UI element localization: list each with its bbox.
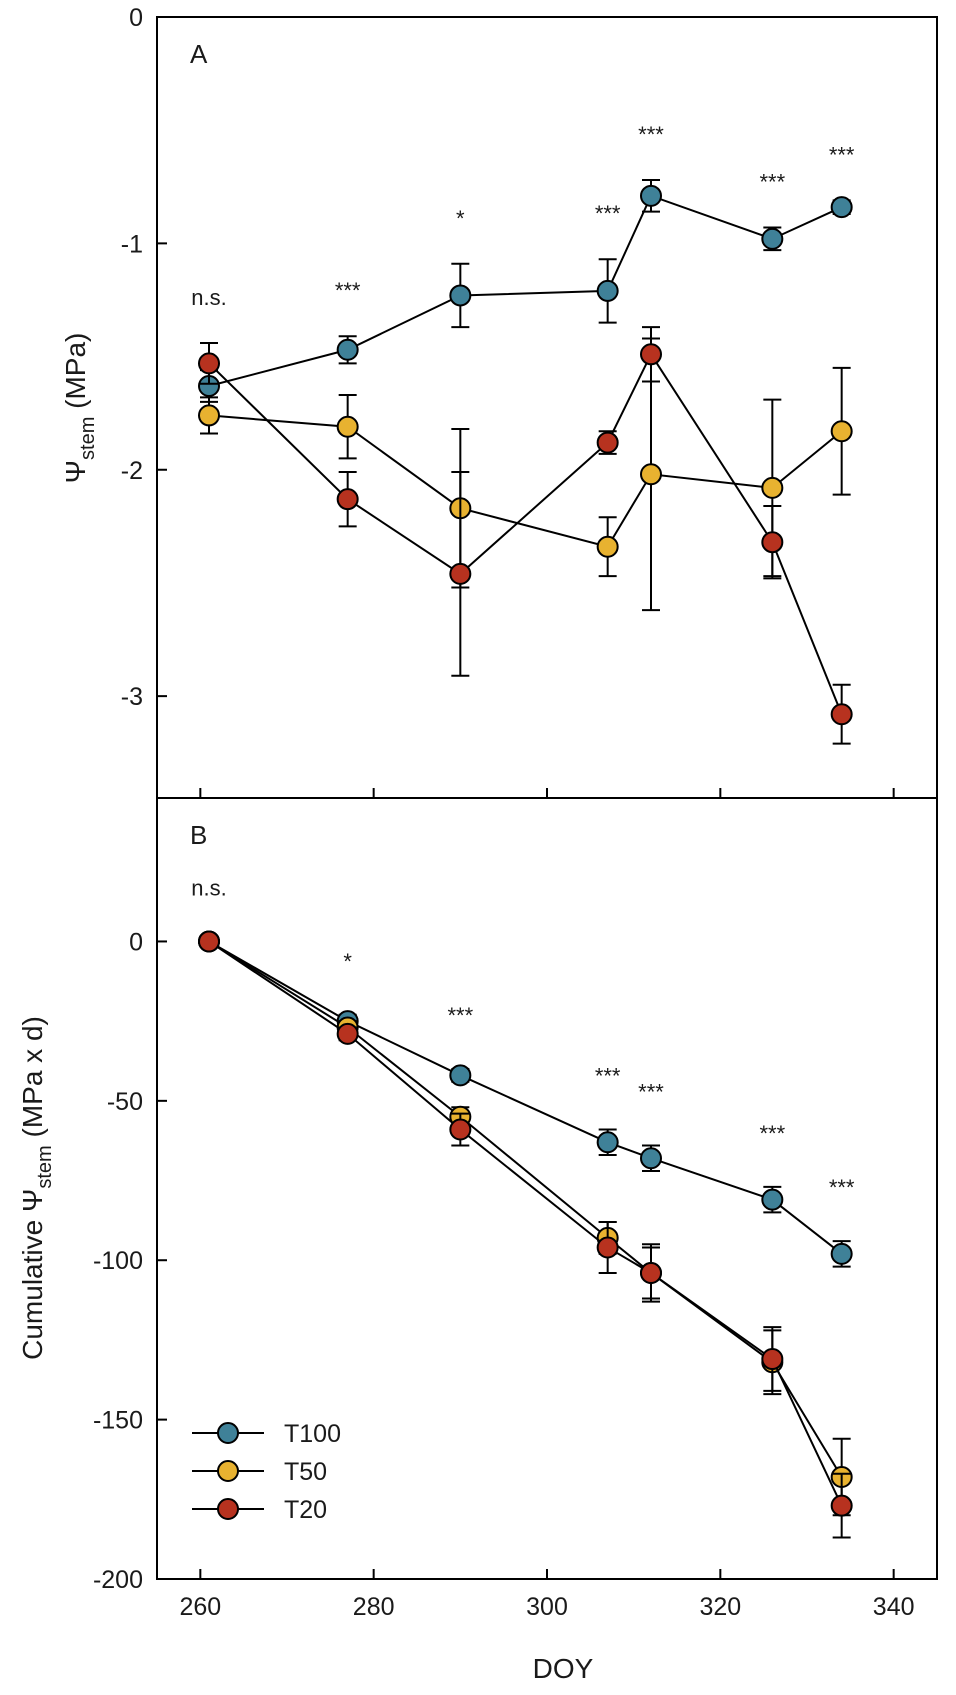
panel-b-label: B bbox=[190, 820, 207, 850]
series-T100 bbox=[198, 178, 853, 403]
data-point-T20 bbox=[336, 488, 359, 511]
significance-label: n.s. bbox=[191, 875, 226, 900]
x-tick-label: 340 bbox=[873, 1593, 915, 1621]
data-point-T100 bbox=[336, 338, 359, 361]
x-tick-label: 260 bbox=[179, 1593, 221, 1621]
y-tick-label: 0 bbox=[129, 4, 143, 32]
panel-b-plot-area bbox=[198, 930, 853, 1539]
data-point-T100 bbox=[830, 1242, 853, 1265]
data-point-T20 bbox=[336, 1022, 359, 1045]
data-point-T100 bbox=[761, 227, 784, 250]
legend-marker bbox=[217, 1422, 239, 1444]
y-tick-label: -50 bbox=[107, 1088, 143, 1116]
y-tick-label: 0 bbox=[129, 928, 143, 956]
data-point-T20 bbox=[830, 703, 853, 726]
y-tick-label: -1 bbox=[121, 230, 143, 258]
panel-b-ylabel: Cumulative Ψstem (MPa x d) bbox=[17, 1016, 56, 1360]
series-line-T50 bbox=[208, 414, 843, 548]
panel-a-plot-area bbox=[198, 178, 853, 745]
legend-item-T100: T100 bbox=[192, 1420, 341, 1448]
data-point-T20 bbox=[640, 343, 662, 366]
significance-label: *** bbox=[829, 1175, 855, 1200]
legend-item-T20: T20 bbox=[192, 1496, 327, 1524]
panel-b-xlabel: DOY bbox=[533, 1653, 594, 1684]
y-tick-label: -200 bbox=[93, 1566, 143, 1594]
data-point-T50 bbox=[198, 404, 220, 427]
significance-label: *** bbox=[595, 201, 621, 226]
significance-label: * bbox=[343, 949, 352, 974]
data-point-T50 bbox=[640, 463, 662, 486]
legend-label: T20 bbox=[284, 1496, 327, 1524]
data-point-T100 bbox=[596, 1131, 619, 1154]
panel-a-label: A bbox=[190, 39, 208, 69]
panel-b-significance: n.s.**************** bbox=[191, 875, 855, 1200]
data-point-T100 bbox=[449, 1064, 472, 1087]
data-point-T100 bbox=[640, 1147, 662, 1170]
data-point-T20 bbox=[830, 1494, 853, 1517]
significance-label: * bbox=[456, 206, 465, 231]
data-point-T20 bbox=[640, 1261, 662, 1284]
data-point-T50 bbox=[830, 420, 853, 443]
legend-label: T50 bbox=[284, 1458, 327, 1486]
data-point-T50 bbox=[336, 415, 359, 438]
data-point-T50 bbox=[596, 535, 619, 558]
significance-label: *** bbox=[759, 170, 785, 195]
legend-label: T100 bbox=[284, 1420, 341, 1448]
panel-a-significance: n.s. **** ************ bbox=[191, 122, 855, 310]
legend: T100 T50 T20 bbox=[192, 1420, 341, 1524]
series-line-T50 bbox=[208, 940, 843, 1478]
panel-a-x-axis bbox=[199, 788, 895, 798]
series-line-T20 bbox=[208, 352, 843, 715]
series-T50 bbox=[198, 337, 853, 612]
legend-marker bbox=[217, 1460, 239, 1482]
series-line-T100 bbox=[208, 940, 843, 1255]
data-point-T20 bbox=[449, 1118, 472, 1141]
panel-a: A Ψstem (MPa) 0-1-2-3 n.s. **** **********… bbox=[60, 4, 938, 799]
y-tick-label: -2 bbox=[121, 457, 143, 485]
significance-label: *** bbox=[335, 278, 361, 303]
data-point-T100 bbox=[830, 196, 853, 219]
data-point-T50 bbox=[761, 476, 784, 499]
significance-label: *** bbox=[638, 1079, 664, 1104]
legend-marker bbox=[217, 1498, 239, 1520]
data-point-T20 bbox=[761, 531, 784, 554]
series-T100 bbox=[198, 930, 853, 1268]
panel-a-frame bbox=[156, 16, 938, 799]
series-line-T100 bbox=[208, 194, 843, 387]
panel-b: B Cumulative Ψstem (MPa x d) DOY 0 -50 -10… bbox=[17, 797, 938, 1684]
data-point-T20 bbox=[761, 1348, 784, 1371]
data-point-T100 bbox=[596, 279, 619, 302]
significance-label: *** bbox=[638, 122, 664, 147]
significance-label: n.s. bbox=[191, 285, 226, 310]
panel-b-y-axis: 0 -50 -100 -150 -200 bbox=[93, 928, 167, 1594]
significance-label: *** bbox=[829, 142, 855, 167]
y-tick-label: -100 bbox=[93, 1247, 143, 1275]
data-point-T100 bbox=[761, 1188, 784, 1211]
significance-label: *** bbox=[759, 1121, 785, 1146]
significance-label: *** bbox=[447, 1003, 473, 1028]
data-point-T20 bbox=[198, 352, 220, 375]
data-point-T100 bbox=[449, 284, 472, 307]
legend-item-T50: T50 bbox=[192, 1458, 327, 1486]
panel-a-y-axis: 0 -1 -2 -3 bbox=[121, 4, 167, 711]
y-tick-label: -150 bbox=[93, 1407, 143, 1435]
panel-a-ylabel: Ψstem (MPa) bbox=[60, 333, 99, 484]
x-tick-label: 320 bbox=[699, 1593, 741, 1621]
data-point-T20 bbox=[449, 562, 472, 585]
series-T20 bbox=[198, 326, 853, 745]
x-tick-label: 280 bbox=[353, 1593, 395, 1621]
data-point-T20 bbox=[596, 431, 619, 454]
panel-b-x-axis: 260 280 300 320 340 bbox=[179, 1569, 915, 1621]
series-T20 bbox=[198, 930, 853, 1539]
significance-label: *** bbox=[595, 1064, 621, 1089]
y-tick-label: -3 bbox=[121, 683, 143, 711]
data-point-T20 bbox=[596, 1236, 619, 1259]
x-tick-label: 300 bbox=[526, 1593, 568, 1621]
data-point-T100 bbox=[640, 184, 662, 207]
data-point-T20 bbox=[198, 930, 220, 953]
